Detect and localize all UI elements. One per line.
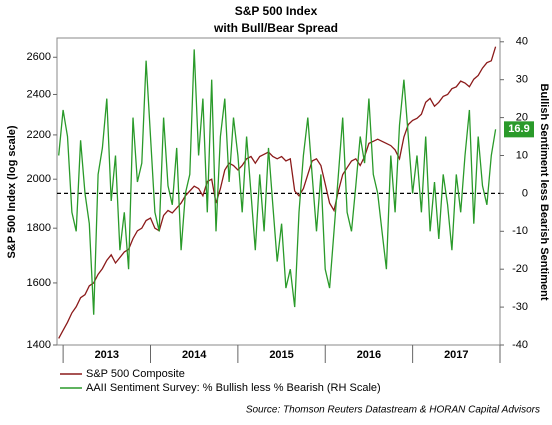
y2-tick-label: 40 <box>516 36 528 48</box>
y2-tick-label: 20 <box>516 111 528 123</box>
plot-frame <box>56 37 501 346</box>
x-tick-label: 2015 <box>269 349 293 361</box>
x-tick-label: 2017 <box>444 349 468 361</box>
y-tick-label: 2200 <box>27 129 51 141</box>
value-label: 16.9 <box>508 123 529 135</box>
x-tick-label: 2013 <box>95 349 119 361</box>
y-tick-label: 2000 <box>27 173 51 185</box>
value-label-box <box>504 121 534 138</box>
y2-tick-label: -10 <box>512 225 528 237</box>
x-tick-label: 2016 <box>357 349 381 361</box>
y-tick-label: 2400 <box>27 88 51 100</box>
y2-tick-label: -30 <box>512 301 528 313</box>
y2-tick-label: -20 <box>512 263 528 275</box>
y2-axis-label: Bullish Sentiment less Bearish Sentiment <box>538 83 550 300</box>
series-line <box>58 49 497 315</box>
y2-tick-label: 0 <box>522 187 528 199</box>
y2-tick-label: 10 <box>516 149 528 161</box>
y-axis-label: S&P 500 Index (log scale) <box>6 125 18 258</box>
y2-tick-label: 30 <box>516 74 528 86</box>
chart-subtitle: with Bull/Bear Spread <box>213 21 338 35</box>
source: Source: Thomson Reuters Datastream & HOR… <box>246 405 540 416</box>
legend-label: S&P 500 Composite <box>86 368 185 380</box>
chart-title: S&P 500 Index <box>235 4 318 18</box>
series-line <box>58 46 497 339</box>
y-tick-label: 1800 <box>27 222 51 234</box>
y2-tick-label: -40 <box>512 339 528 351</box>
y-tick-label: 1600 <box>27 277 51 289</box>
x-tick-label: 2014 <box>182 349 207 361</box>
y-tick-label: 2600 <box>27 51 51 63</box>
legend-label: AAII Sentiment Survey: % Bullish less % … <box>86 382 381 394</box>
y-tick-label: 1400 <box>27 339 51 351</box>
